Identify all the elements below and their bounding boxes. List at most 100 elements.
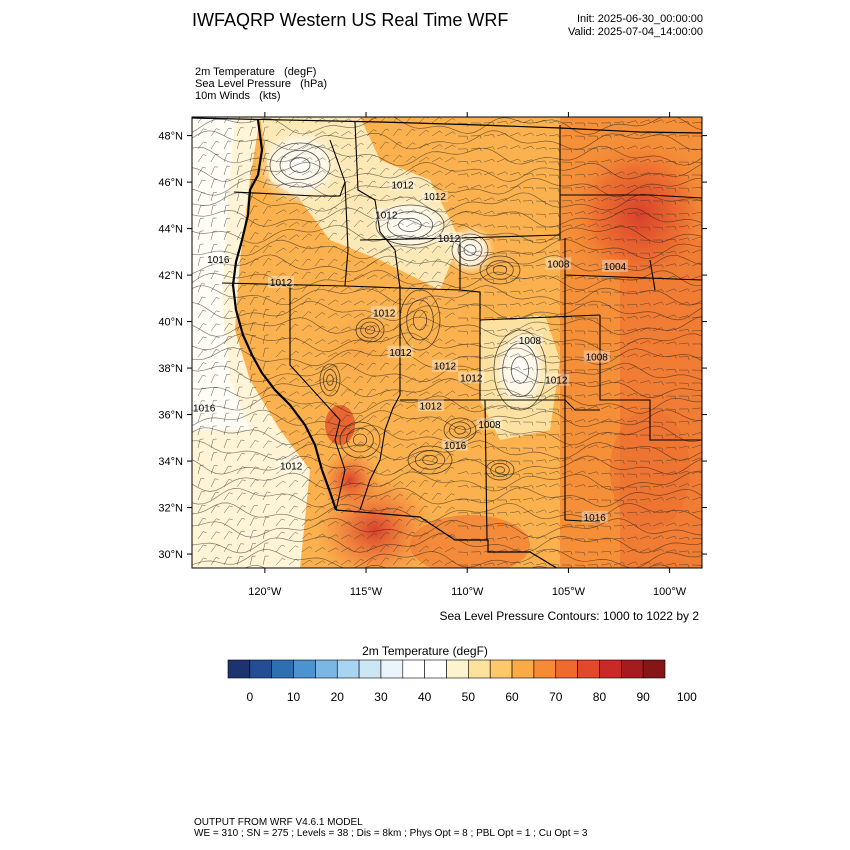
wind-barb [665,341,677,345]
wind-barb [366,180,376,189]
wind-barb [509,486,521,491]
wind-barb [652,252,664,256]
wind-barb [444,402,456,410]
wind-barb [587,564,599,568]
wind-barb [288,454,300,462]
colorbar-label: 40 [418,690,432,704]
wind-barb [483,291,495,296]
wind-barb [483,184,495,189]
wind-barb [613,158,625,163]
wind-barb [522,510,534,514]
wind-barb [223,412,230,423]
wind-barb [535,408,547,413]
slp-label-bg [476,417,503,430]
wind-barb [613,121,625,126]
wind-barb [522,434,534,439]
wind-barb [652,535,664,540]
wind-barb [418,417,430,423]
wind-barb [236,386,243,397]
wind-barb [458,525,469,530]
wind-barb [288,310,298,319]
wind-barb [418,129,429,137]
wind-barb [431,220,442,228]
wind-barb [197,400,206,410]
slp-label-bg [205,252,232,265]
wind-barb [210,297,220,306]
wind-barb [548,433,560,438]
wind-barb [353,155,364,163]
wind-barb [548,120,560,125]
wind-barb [548,421,560,426]
wind-barb [548,483,560,488]
wind-barb [431,479,441,488]
wind-barb [288,297,298,306]
wind-barb [405,350,416,358]
wind-barb [653,447,664,452]
wind-barb [236,439,245,449]
wind-barb [340,440,351,449]
wind-barb [314,440,325,449]
wind-barb [509,158,521,163]
colorbar-swatch [336,659,360,679]
wind-barb [522,226,534,231]
wind-barb [600,278,612,283]
wind-barb [626,145,638,150]
wind-barb [652,367,664,372]
wind-barb [327,299,339,306]
wind-barb [210,557,220,566]
wind-barb [535,174,547,178]
wind-barb [223,556,232,566]
wind-barb [288,417,300,423]
wind-barb [653,239,664,244]
wind-barb [340,180,351,189]
slp-contour [192,130,702,151]
wind-barb [327,245,337,254]
wind-barb [405,404,417,410]
wind-barb [496,512,508,516]
wind-barb [327,352,339,358]
colorbar-swatch [402,659,425,679]
wind-barb [613,366,625,371]
wind-barb [483,446,495,450]
wind-barb [535,119,547,124]
lat-tick-label: 44°N [158,224,183,236]
wind-barb [314,182,326,189]
wind-barb [405,155,417,163]
wind-barb [340,300,352,306]
lon-tick-label: 115°W [350,586,383,598]
wind-barb [626,198,638,202]
wind-barb [457,538,469,543]
wind-barb [535,368,547,373]
wind-barb [665,535,677,540]
wind-barb [470,538,482,543]
wind-barb [600,251,612,255]
terrain-contour [463,244,477,256]
wind-barb [327,493,338,501]
wind-barb [496,158,508,163]
slp-label-bg [601,259,628,272]
wind-barb [392,481,404,488]
wind-barb [275,182,287,189]
wind-barb [314,117,326,124]
wind-barb [314,258,324,267]
wind-barb [392,468,404,475]
wind-barb [639,340,651,345]
wind-barb [665,301,677,306]
slp-label: 1016 [193,404,216,415]
wind-barb [613,392,625,397]
wind-barb [613,133,625,138]
slp-contour [192,347,702,368]
wind-barb [314,560,326,566]
wind-barb [379,375,390,384]
wind-barb [639,119,651,124]
wind-barb [392,209,404,215]
wind-barb [457,173,469,177]
wind-barb [197,544,207,553]
wind-barb [366,507,378,514]
wind-barb [379,349,389,358]
wind-barb [678,445,690,450]
wind-barb [652,213,664,218]
wind-barb [379,311,390,319]
wind-barb [575,330,586,335]
wind-barb [236,271,246,280]
